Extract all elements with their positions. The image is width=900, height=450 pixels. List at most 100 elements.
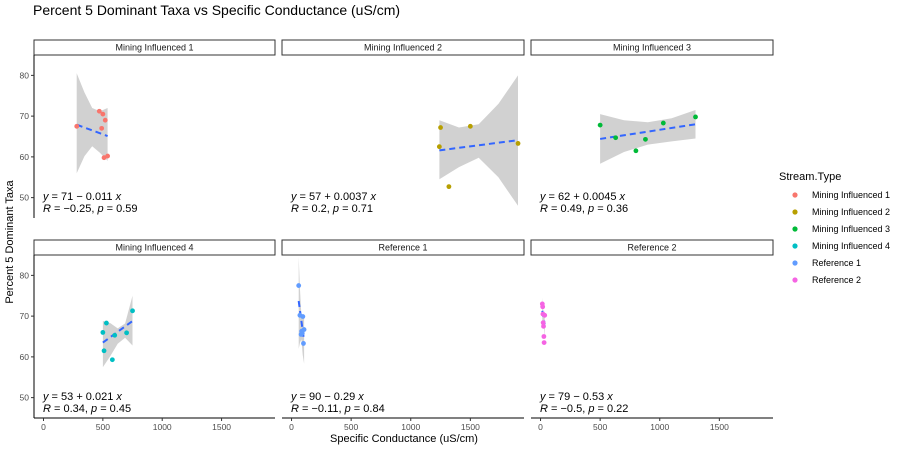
legend-key (792, 243, 798, 249)
eq-x: x (115, 191, 122, 203)
data-point (467, 123, 473, 129)
stat-r-value: = −0.5, (548, 403, 588, 415)
eq-rhs: = 53 + 0.021 (49, 391, 117, 403)
confidence-band (600, 110, 696, 164)
data-point (541, 340, 547, 346)
data-point (96, 108, 102, 114)
legend-entry: Reference 1 (812, 258, 861, 268)
stat-r-value: = 0.49, (548, 203, 588, 215)
stat-p: p (587, 203, 594, 215)
stat-r-value: = −0.11, (299, 403, 345, 415)
data-point (597, 122, 603, 128)
data-point (436, 144, 442, 150)
eq-rhs: = 57 + 0.0037 (297, 191, 371, 203)
facet-panel: Mining Influenced 1y = 71 − 0.011 xR = −… (33, 39, 276, 215)
x-tick-label: 1000 (401, 422, 420, 432)
data-point (541, 323, 546, 329)
x-tick-label: 1000 (650, 422, 669, 432)
facet-panel: Mining Influenced 3 y = 62 + 0.0045 xR = … (530, 39, 774, 215)
axes-layer: 50 60 70 80 50 60 70 80 0 500 1000 1500 0 500 1000 1500… (20, 55, 773, 432)
regression-line (76, 123, 108, 138)
facet-strip (281, 39, 525, 56)
x-tick-label: 0 (41, 422, 46, 432)
stat-p-value: = 0.59 (104, 203, 138, 215)
x-tick-label: 500 (96, 422, 110, 432)
legend-entry: Mining Influenced 4 (812, 241, 890, 251)
confidence-band (439, 75, 518, 206)
facet-strip-label: Reference 1 (378, 243, 427, 253)
eq-lhs: y (290, 391, 298, 403)
correlation-stats: R = −0.5, p = 0.22 (540, 403, 628, 415)
x-tick-label: 1500 (461, 422, 480, 432)
correlation-stats: R = 0.34, p = 0.45 (43, 403, 131, 415)
stat-p-value: = 0.22 (594, 403, 628, 415)
legend-key (792, 209, 798, 215)
eq-x: x (619, 191, 626, 203)
correlation-stats: R = 0.2, p = 0.71 (291, 203, 373, 215)
y-tick-label: 80 (20, 70, 30, 80)
eq-rhs: = 79 − 0.53 (546, 391, 608, 403)
regression-equation: y = 79 − 0.53 x (539, 391, 613, 403)
data-point (300, 314, 306, 319)
x-axis-title: Specific Conductance (uS/cm) (330, 433, 478, 445)
x-tick-label: 500 (344, 422, 358, 432)
legend: Stream.Type Mining Influenced 1 Mining In… (779, 171, 890, 285)
data-point (102, 117, 108, 123)
eq-rhs: = 71 − 0.011 (49, 191, 116, 203)
legend-title: Stream.Type (779, 171, 841, 183)
y-axis-title: Percent 5 Dominant Taxa (4, 179, 16, 303)
data-point (99, 125, 105, 131)
y-tick-label: 60 (20, 352, 30, 362)
data-point (541, 334, 547, 339)
regression-equation: y = 90 − 0.29 x (290, 391, 364, 403)
y-tick-label: 70 (20, 111, 30, 121)
regression-line (439, 139, 519, 152)
data-point (101, 348, 107, 354)
stat-r: R (540, 203, 548, 215)
legend-entry: Mining Influenced 2 (812, 207, 890, 217)
facet-strip-label: Reference 2 (627, 243, 676, 253)
facet-strip (33, 239, 276, 256)
stat-p: p (344, 403, 351, 415)
x-tick-label: 1500 (212, 422, 231, 432)
y-tick-label: 70 (20, 311, 30, 321)
stat-p-value: = 0.45 (97, 403, 131, 415)
data-point (542, 312, 548, 318)
data-point (446, 184, 452, 190)
facet-strip-label: Mining Influenced 3 (613, 43, 691, 53)
legend-entry: Mining Influenced 3 (812, 224, 890, 234)
data-point (109, 357, 115, 363)
y-tick-label: 80 (20, 270, 30, 280)
data-point (643, 136, 648, 142)
legend-key (792, 277, 798, 283)
regression-equation: y = 62 + 0.0045 x (539, 191, 626, 203)
data-point (74, 123, 80, 129)
regression-line (102, 320, 134, 344)
legend-entry: Reference 2 (812, 275, 861, 285)
x-tick-label: 500 (593, 422, 607, 432)
stat-r: R (291, 203, 299, 215)
eq-lhs: y (290, 191, 298, 203)
data-point (104, 320, 109, 326)
stat-p-value: = 0.36 (594, 203, 628, 215)
eq-x: x (606, 391, 613, 403)
stat-p-value: = 0.71 (339, 203, 373, 215)
data-point (105, 153, 111, 159)
eq-lhs: y (42, 391, 50, 403)
correlation-stats: R = −0.25, p = 0.59 (43, 203, 138, 215)
regression-line (599, 123, 696, 140)
data-point (633, 148, 639, 154)
confidence-band (102, 295, 133, 368)
y-tick-label: 60 (20, 152, 30, 162)
stat-p: p (587, 403, 594, 415)
stat-r-value: = −0.25, (51, 203, 97, 215)
data-point (540, 304, 546, 310)
eq-rhs: = 62 + 0.0045 (546, 191, 620, 203)
stat-r: R (43, 403, 51, 415)
data-point (301, 341, 306, 346)
data-point (112, 332, 118, 338)
facet-strip (530, 239, 774, 256)
stat-p-value: = 0.84 (351, 403, 385, 415)
x-tick-label: 1500 (710, 422, 729, 432)
